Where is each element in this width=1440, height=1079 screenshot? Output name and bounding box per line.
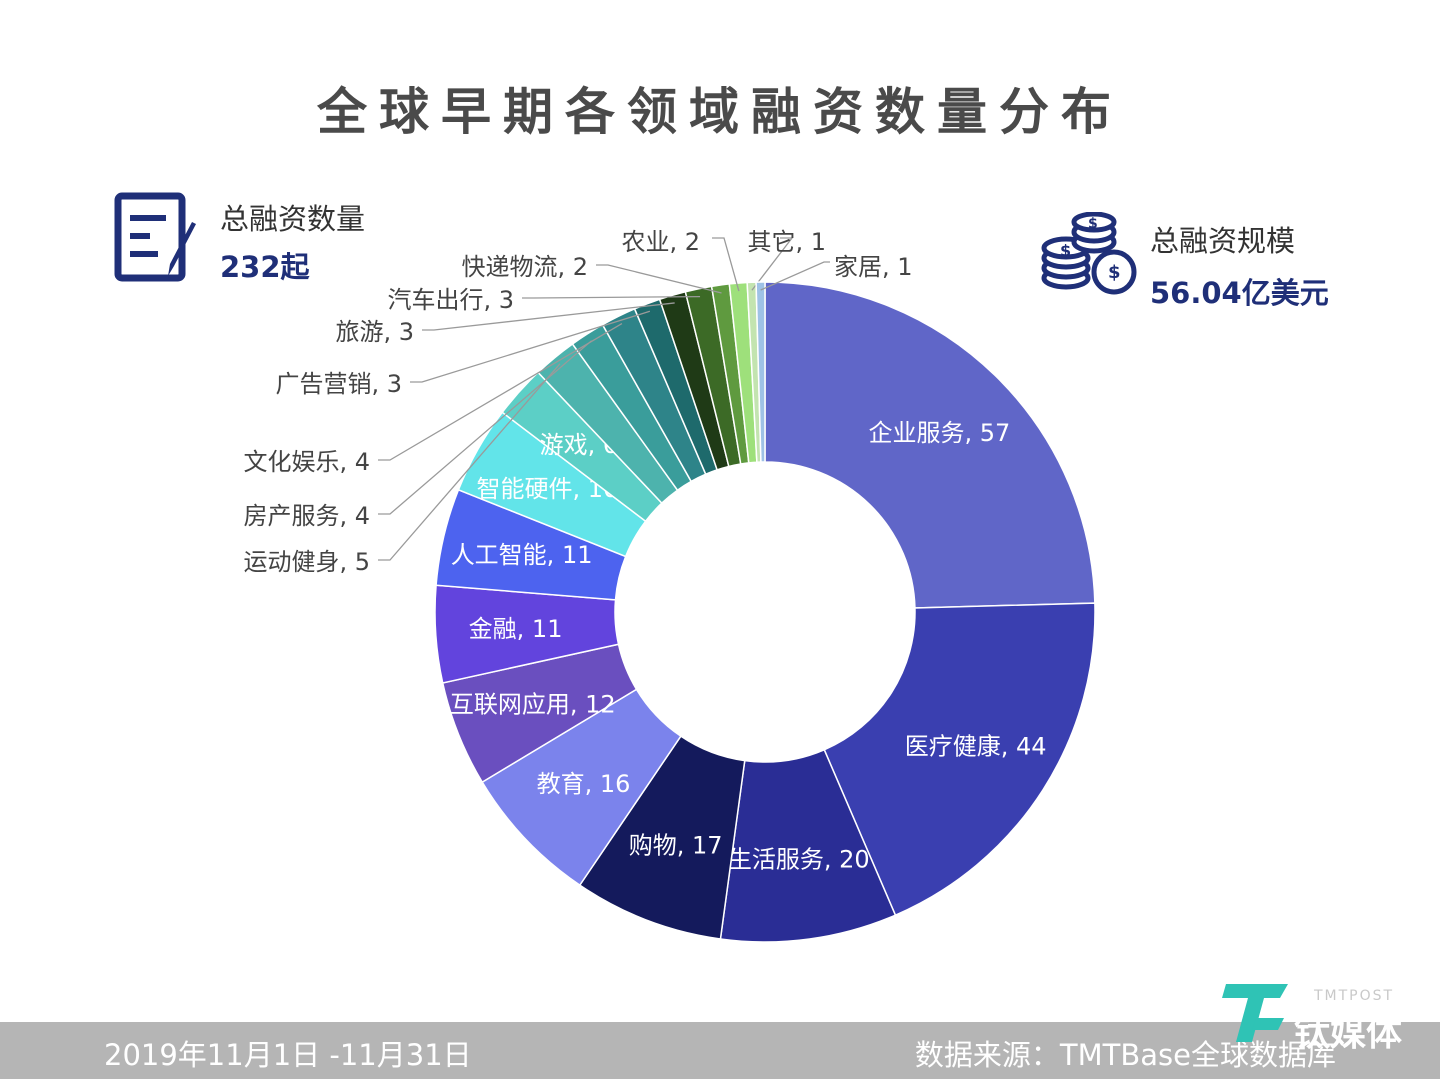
total-count-label: 总融资数量 <box>220 202 366 236</box>
leader-line <box>378 322 623 461</box>
leader-line <box>422 302 675 331</box>
slice-1 <box>823 602 1096 917</box>
footer-bar: 2019年11月1日 -11月31日 数据来源：TMTBase全球数据库 <box>0 1022 1440 1079</box>
leader-line <box>760 261 830 291</box>
leader-line <box>410 310 651 383</box>
slice-19 <box>755 281 766 463</box>
slice-label: 快递物流, 2 <box>461 253 588 281</box>
chart-title: 全球早期各领域融资数量分布 <box>317 83 1123 141</box>
slice-label: 企业服务, 57 <box>868 419 1010 447</box>
leader-line <box>596 264 722 294</box>
date-range: 2019年11月1日 -11月31日 <box>104 1038 472 1072</box>
slice-label: 教育, 16 <box>537 770 631 798</box>
slice-label: 生活服务, 20 <box>728 846 870 874</box>
total-amount-label: 总融资规模 <box>1150 224 1296 258</box>
leader-line <box>751 237 794 291</box>
leader-line <box>378 340 593 515</box>
document-icon <box>114 192 196 282</box>
coins-icon: $ $ $ <box>1041 212 1137 295</box>
slice-label: 文化娱乐, 4 <box>243 448 370 476</box>
slice-label: 农业, 2 <box>621 228 700 256</box>
slice-label: 其它, 1 <box>747 228 826 256</box>
brand-logo: TMTPOST 钛媒体 <box>1222 968 1422 1054</box>
tmtpost-logo-icon <box>1222 984 1288 1042</box>
leader-line <box>522 295 701 299</box>
leader-line <box>378 363 561 561</box>
slice-label: 广告营销, 3 <box>275 370 402 398</box>
slice-label: 房产服务, 4 <box>243 502 370 530</box>
brand-name-cn: 钛媒体 <box>1294 1013 1403 1054</box>
slice-label: 旅游, 3 <box>335 318 414 346</box>
leader-line <box>712 237 740 292</box>
svg-text:$: $ <box>1108 262 1121 283</box>
total-count-value: 232起 <box>220 250 310 284</box>
slice-label: 金融, 11 <box>469 615 563 643</box>
svg-text:$: $ <box>1060 241 1071 260</box>
slice-label: 运动健身, 5 <box>243 548 370 576</box>
data-source: 数据来源：TMTBase全球数据库 <box>914 1038 1336 1072</box>
slice-0 <box>764 281 1096 609</box>
slice-label: 医疗健康, 44 <box>905 733 1047 761</box>
total-amount-value: 56.04亿美元 <box>1150 276 1329 310</box>
slice-label: 家居, 1 <box>834 253 913 281</box>
slice-label: 互联网应用, 12 <box>450 691 616 719</box>
slice-label: 购物, 17 <box>629 831 723 859</box>
svg-text:$: $ <box>1088 216 1098 232</box>
slice-label: 汽车出行, 3 <box>387 286 514 314</box>
brand-name-en: TMTPOST <box>1314 988 1395 1004</box>
slice-label: 人工智能, 11 <box>451 541 593 569</box>
